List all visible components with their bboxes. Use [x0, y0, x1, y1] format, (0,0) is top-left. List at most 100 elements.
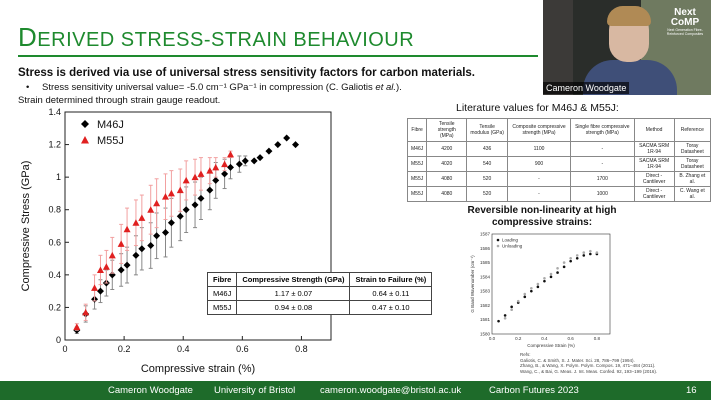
- loading-point: [549, 275, 553, 279]
- legend-marker-m55j: [81, 136, 89, 144]
- unloading-point: [510, 308, 513, 312]
- inset-cell: 1.17 ± 0.07: [236, 286, 351, 301]
- data-point-m55j: [73, 323, 81, 330]
- inset-header: Fibre: [206, 272, 238, 287]
- reversible-title: Reversible non-linearity at high compres…: [467, 205, 617, 228]
- data-point-m46j: [96, 287, 104, 295]
- ref-line: Galiotis, C. & Smith, S. J. Mater. Sci. …: [520, 357, 635, 363]
- legend-label: M55J: [97, 135, 124, 147]
- lit-cell: 4020: [426, 156, 468, 172]
- y-tick-label: 0: [56, 335, 61, 345]
- data-point-m46j: [250, 157, 258, 165]
- loading-point: [530, 289, 533, 293]
- legend-marker-m46j: [81, 120, 89, 128]
- unloading-point: [503, 316, 507, 320]
- raman-shift-chart: 0.0 0.2 0.4 0.6 0.8 1580 1581 1582 1583 1584 1585 1…: [470, 232, 611, 348]
- loading-point: [523, 295, 527, 299]
- data-point-m46j: [221, 170, 229, 178]
- lit-header: Composite compressive strength (MPa): [506, 118, 572, 142]
- lit-cell: 540: [466, 156, 508, 172]
- lit-cell: -: [506, 171, 572, 187]
- data-point-m46j: [167, 219, 175, 227]
- literature-title: Literature values for M46J & M55J:: [456, 102, 619, 114]
- unloading-point: [575, 254, 579, 257]
- small-plot-frame: [491, 233, 611, 335]
- loading-point: [575, 256, 579, 260]
- lit-cell: Toray Datasheet: [673, 141, 711, 157]
- unloading-point: [516, 299, 520, 303]
- small-y-tick-label: 1586: [480, 246, 491, 251]
- stress-strain-chart: 0 0.2 0.4 0.6 0.8 0 0.2 0.4 0.6 0.8 1 1.2 1.4 Compres…: [20, 107, 332, 375]
- y-tick-label: 0.8: [48, 205, 61, 215]
- refs-title: Refs:: [520, 352, 531, 357]
- data-point-m55j: [102, 263, 110, 270]
- loading-point: [510, 305, 513, 309]
- data-point-m46j: [235, 160, 243, 168]
- y-tick-label: 0.6: [48, 237, 61, 247]
- small-x-tick-label: 0.2: [515, 336, 522, 341]
- loading-point: [503, 314, 507, 317]
- lit-cell: C. Wang et al.: [673, 186, 711, 202]
- data-point-m46j: [176, 212, 184, 220]
- lit-header: Tensile strength (MPa): [426, 118, 468, 142]
- x-tick-label: 0.6: [236, 344, 249, 354]
- small-legend-marker: [496, 238, 500, 242]
- literature-table: Fibre Tensile strength (MPa) Tensile mod…: [406, 118, 711, 202]
- lit-cell: B. Zhang et al.: [673, 171, 711, 187]
- lit-cell: 900: [506, 156, 572, 172]
- inset-cell: M55J: [206, 300, 238, 315]
- unloading-point: [530, 286, 533, 290]
- lit-cell: M55J: [406, 171, 428, 187]
- data-point-m46j: [241, 157, 249, 165]
- small-y-tick-label: 1582: [480, 303, 491, 308]
- lit-cell: 436: [466, 141, 508, 157]
- data-point-m46j: [123, 261, 131, 269]
- presenter-name-tag: Cameron Woodgate: [543, 82, 630, 94]
- data-point-m46j: [161, 229, 169, 237]
- small-y-tick-label: 1581: [480, 317, 491, 322]
- lit-cell: Toray Datasheet: [673, 156, 711, 172]
- data-point-m55j: [117, 240, 125, 247]
- legend-label: M46J: [97, 119, 124, 131]
- data-point-m46j: [283, 134, 291, 142]
- small-y-tick-label: 1587: [480, 232, 491, 237]
- lit-cell: 1700: [570, 171, 635, 187]
- nextcomp-logo: Next CoMP Next Generation Fibre-Reinforc…: [666, 7, 704, 37]
- unloading-point: [569, 256, 572, 260]
- unloading-point: [595, 251, 599, 254]
- data-point-m55j: [132, 219, 140, 226]
- lit-cell: 4200: [426, 141, 468, 157]
- unloading-point: [589, 249, 592, 253]
- page-title: DERIVED STRESS-STRAIN BEHAVIOUR: [18, 22, 415, 52]
- presenter-hair: [607, 6, 651, 26]
- lit-cell: SACMA SRM 1R-94: [633, 141, 675, 157]
- data-point-m55j: [227, 150, 235, 158]
- data-point-m46j: [265, 147, 273, 155]
- y-axis-title: Compressive Stress (GPa): [20, 161, 32, 292]
- data-point-m55j: [197, 170, 205, 177]
- unloading-point: [543, 276, 546, 280]
- data-point-m46j: [256, 154, 264, 162]
- small-y-tick-label: 1580: [480, 332, 491, 337]
- small-x-tick-label: 0.4: [541, 336, 548, 341]
- bullet-dot: •: [26, 82, 30, 93]
- data-point-m46j: [117, 266, 125, 274]
- lit-cell: Direct - Cantilever: [633, 171, 675, 187]
- small-x-tick-label: 0.6: [568, 336, 575, 341]
- data-point-m46j: [274, 141, 282, 149]
- lit-cell: -: [570, 156, 635, 172]
- data-point-m46j: [138, 245, 146, 253]
- y-tick-label: 0.4: [48, 270, 61, 280]
- lit-cell: 4080: [426, 171, 468, 187]
- footer-university: University of Bristol: [214, 385, 296, 396]
- footer-bar: Cameron Woodgate University of Bristol c…: [0, 381, 711, 400]
- lit-cell: 520: [466, 171, 508, 187]
- unloading-point: [523, 292, 527, 296]
- inset-header: Compressive Strength (GPa): [236, 272, 351, 287]
- unloading-point: [582, 251, 586, 254]
- loading-point: [582, 254, 586, 257]
- data-point-m55j: [138, 214, 146, 221]
- data-point-m55j: [191, 173, 199, 181]
- lit-cell: M55J: [406, 186, 428, 202]
- data-point-m46j: [212, 176, 220, 184]
